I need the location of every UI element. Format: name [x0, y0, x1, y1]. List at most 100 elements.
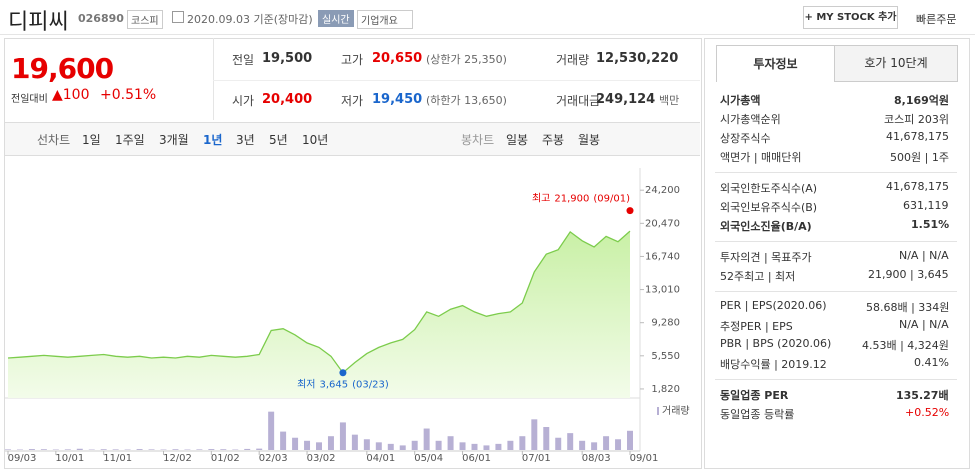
period-tab[interactable]: 1일	[82, 133, 101, 147]
volume-bar	[40, 449, 47, 450]
candle-tab[interactable]: 일봉	[506, 133, 529, 147]
quick-order[interactable]: 빠른주문	[916, 13, 957, 26]
y-tick-label: 5,550	[651, 351, 680, 362]
x-tick-label: 02/03	[259, 453, 288, 464]
invest-label: 52주최고 | 최저	[720, 270, 796, 283]
invest-tab[interactable]: 호가 10단계	[834, 45, 958, 82]
invest-label: 외국인소진율(B/A)	[720, 220, 812, 233]
period-tab[interactable]: 3개월	[159, 133, 189, 147]
volume-bar	[399, 445, 406, 450]
volume-bar	[76, 448, 83, 450]
x-tick-label: 10/01	[55, 453, 84, 464]
quote-value: 249,124	[596, 92, 656, 107]
period-tab[interactable]: 1년	[203, 133, 223, 147]
volume-bar	[507, 440, 514, 450]
period-tab[interactable]: 5년	[269, 133, 288, 147]
invest-value: 41,678,175	[886, 130, 949, 143]
invest-label: 액면가 | 매매단위	[720, 151, 802, 164]
quote-note: (하한가 13,650)	[426, 94, 507, 107]
chart-tabs	[5, 122, 700, 156]
invest-label: 투자의견 | 목표주가	[720, 251, 812, 264]
invest-tab[interactable]: 투자정보	[716, 45, 835, 82]
x-tick-label: 08/03	[582, 453, 611, 464]
volume-bar	[196, 449, 203, 450]
x-tick-label: 01/02	[211, 453, 240, 464]
volume-bar	[64, 449, 71, 450]
volume-bar	[483, 445, 490, 450]
candle-tab[interactable]: 주봉	[542, 133, 565, 147]
price-line	[7, 230, 631, 374]
invest-label: 시가총액	[720, 94, 761, 107]
extreme-annotation: 최고 21,900 (09/01)	[532, 193, 630, 205]
volume-bar	[292, 437, 299, 450]
volume-bar	[603, 436, 610, 450]
invest-value: N/A | N/A	[899, 249, 949, 262]
invest-value: 0.41%	[914, 356, 949, 369]
date: 2020.09.03 기준(장마감)	[187, 13, 313, 26]
invest-value: 500원 | 1주	[890, 151, 949, 164]
extreme-annotation: 최저 3,645 (03/23)	[297, 379, 389, 391]
invest-label: 외국인한도주식수(A)	[720, 182, 818, 195]
quote-label: 거래대금	[556, 94, 601, 108]
x-tick-label: 07/01	[522, 453, 551, 464]
volume-bar	[244, 448, 251, 450]
volume-bar	[100, 449, 107, 450]
y-tick-label: 24,200	[645, 185, 680, 196]
volume-bar	[316, 442, 322, 450]
volume-bar	[28, 449, 35, 450]
volume-bar	[363, 439, 370, 450]
overview-dropdown[interactable]: 기업개요	[357, 10, 413, 29]
stock-code: 026890	[78, 12, 124, 25]
invest-value: 4.53배 | 4,324원	[862, 339, 949, 352]
price: 19,600	[11, 52, 114, 85]
quote-label: 저가	[341, 94, 364, 108]
invest-value: 135.27배	[896, 389, 949, 402]
invest-label: PER | EPS(2020.06)	[720, 299, 827, 312]
stock-name: 디피씨	[8, 10, 69, 35]
invest-label: 추정PER | EPS	[720, 320, 793, 333]
extreme-dot	[626, 207, 634, 215]
invest-label: 시가총액순위	[720, 113, 781, 126]
volume-bar	[256, 448, 263, 450]
volume-bar	[459, 442, 466, 450]
candle-tab[interactable]: 월봉	[578, 133, 601, 147]
period-tab[interactable]: 1주일	[115, 133, 145, 147]
market-badge: 코스피	[127, 10, 163, 29]
period-tab[interactable]: 3년	[236, 133, 255, 147]
volume-bar	[519, 436, 526, 450]
x-tick-label: 03/02	[307, 453, 336, 464]
y-tick-label: 20,470	[645, 218, 680, 229]
volume-bar	[351, 434, 358, 450]
invest-label: 외국인보유주식수(B)	[720, 201, 818, 214]
change: ▲100	[52, 87, 90, 103]
quote-value: 19,500	[262, 51, 313, 66]
volume-bar	[471, 443, 478, 450]
volume-bar	[375, 442, 382, 450]
quote-label: 시가	[232, 94, 255, 108]
x-tick-label: 11/01	[103, 453, 132, 464]
volume-bar	[495, 443, 502, 450]
volume-bar	[268, 411, 275, 450]
tab-group-label: 봉차트	[461, 133, 495, 147]
quote-value: 20,650	[372, 51, 423, 66]
period-tab[interactable]: 10년	[302, 133, 329, 147]
quote-value: 12,530,220	[596, 51, 679, 66]
realtime-badge[interactable]: 실시간	[318, 10, 354, 27]
quote-note: (상한가 25,350)	[426, 53, 507, 66]
annotation-part: 21,900	[554, 194, 589, 205]
invest-value: 58.68배 | 334원	[866, 301, 950, 314]
volume-bar	[148, 449, 155, 450]
mystock-button[interactable]: + MY STOCK 추가	[803, 6, 898, 29]
invest-value: 1.51%	[911, 218, 950, 231]
y-tick-label: 9,280	[651, 318, 680, 329]
volume-bar	[423, 428, 430, 450]
change-rate: +0.51%	[100, 87, 157, 103]
invest-value: 41,678,175	[886, 180, 949, 193]
volume-bar	[543, 427, 550, 450]
volume-bar	[591, 442, 598, 450]
divider	[715, 379, 957, 380]
divider	[715, 172, 957, 173]
volume-bar	[579, 440, 586, 450]
volume-bar	[172, 449, 179, 450]
